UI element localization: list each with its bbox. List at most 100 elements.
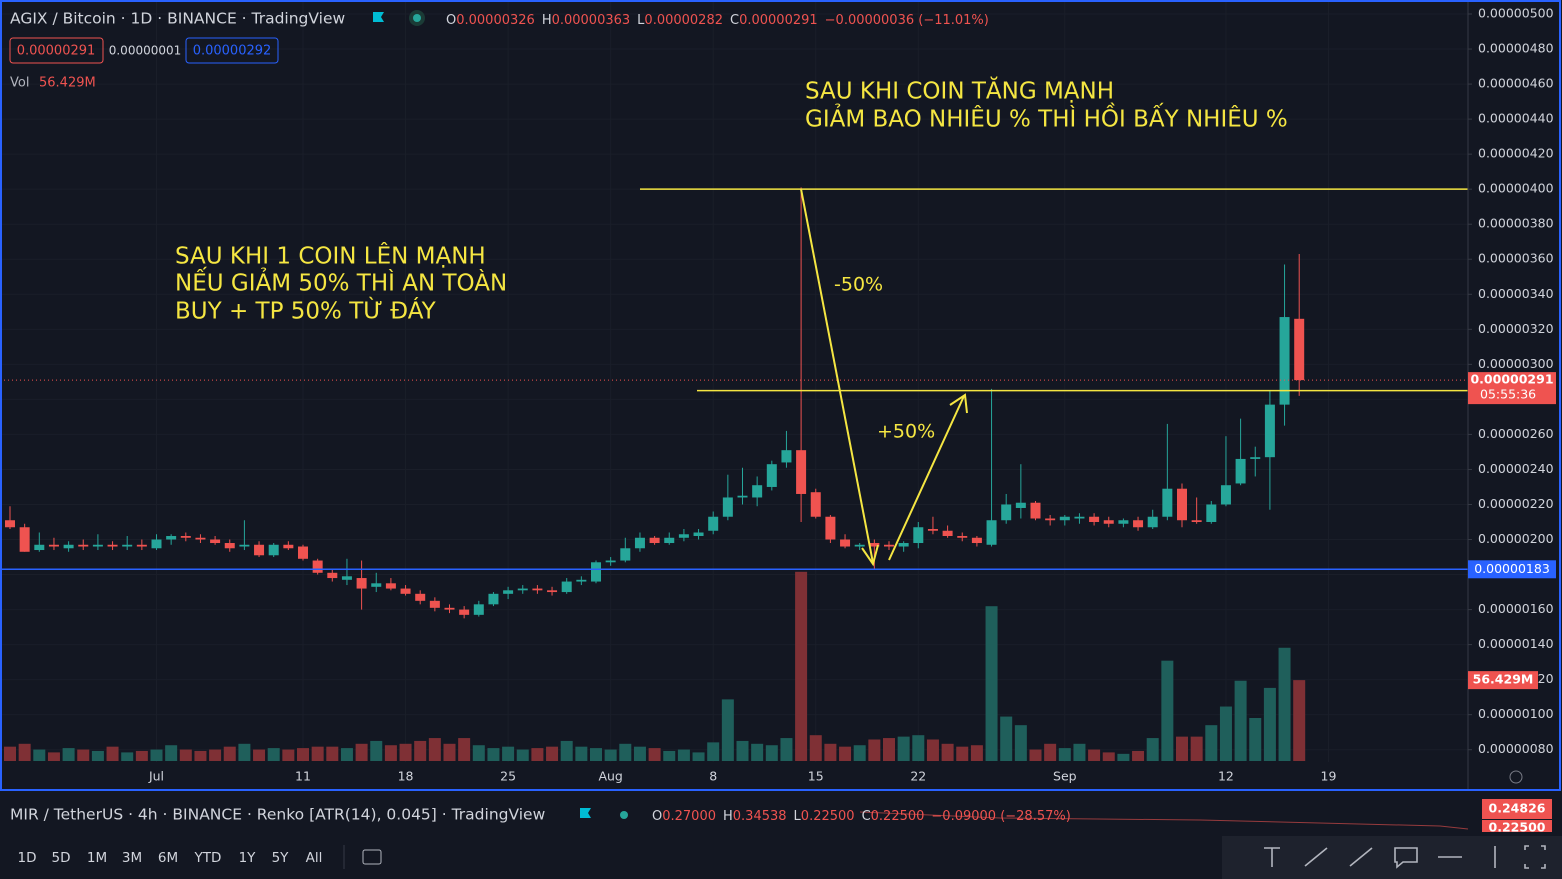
volume-bar bbox=[33, 749, 46, 761]
volume-bar bbox=[531, 748, 544, 761]
ohlc-change: −0.00000036 (−11.01%) bbox=[825, 13, 989, 28]
candle-body bbox=[766, 464, 777, 487]
candle-body bbox=[19, 527, 30, 552]
candle-body bbox=[1235, 458, 1246, 484]
volume-bar bbox=[824, 743, 837, 761]
candle-body bbox=[649, 537, 660, 544]
volume-bar bbox=[18, 743, 31, 761]
candle-body bbox=[781, 450, 792, 463]
candle-body bbox=[503, 590, 514, 594]
ohlc-key: H bbox=[723, 809, 733, 824]
text-tool[interactable] bbox=[1264, 847, 1280, 867]
range-button[interactable]: 1D bbox=[18, 850, 37, 866]
ohlc-key: L bbox=[637, 13, 645, 28]
volume-bar bbox=[1044, 743, 1057, 761]
range-button[interactable]: 5D bbox=[52, 850, 71, 866]
ohlc-key: C bbox=[862, 809, 871, 824]
volume-bar bbox=[1132, 750, 1145, 761]
buy-price[interactable]: 0.00000292 bbox=[193, 44, 272, 59]
volume-bar bbox=[809, 735, 822, 761]
volume-bar bbox=[780, 738, 793, 761]
range-button[interactable]: YTD bbox=[194, 850, 222, 866]
sell-box[interactable] bbox=[9, 37, 104, 64]
candle-body bbox=[869, 543, 880, 547]
volume-tag bbox=[1468, 671, 1538, 690]
buy-box[interactable] bbox=[185, 37, 279, 64]
ohlc-key: O bbox=[446, 13, 456, 28]
candle-body bbox=[1206, 504, 1217, 522]
settings-icon[interactable] bbox=[1509, 770, 1523, 784]
y-tick-label: 0.00000200 bbox=[1478, 531, 1554, 546]
arrow-up bbox=[888, 395, 965, 561]
x-tick-label: Sep bbox=[1053, 769, 1077, 784]
volume-bar bbox=[883, 738, 895, 761]
volume-tag-label: 56.429M bbox=[1473, 672, 1534, 687]
x-tick-label: 22 bbox=[910, 769, 926, 784]
volume-bar bbox=[633, 746, 646, 761]
range-button[interactable]: 1Y bbox=[239, 850, 257, 866]
y-tick-label: 0.00000400 bbox=[1478, 181, 1554, 196]
price-tag-label: 0.24826 bbox=[1489, 801, 1546, 816]
ohlc-key: C bbox=[730, 13, 739, 28]
candle-body bbox=[810, 492, 821, 517]
vol-label: Vol bbox=[10, 76, 29, 91]
candle-body bbox=[708, 516, 719, 531]
candle-body bbox=[48, 544, 59, 547]
volume-bar bbox=[751, 743, 764, 761]
ohlc-key: H bbox=[542, 13, 552, 28]
candle-body bbox=[1059, 516, 1070, 521]
candle-body bbox=[239, 544, 250, 547]
range-button[interactable]: 3M bbox=[122, 850, 142, 866]
x-tick-label: Aug bbox=[598, 769, 622, 784]
sell-price[interactable]: 0.00000291 bbox=[17, 44, 96, 59]
y-tick-label: 0.00000420 bbox=[1478, 146, 1554, 161]
volume-bar bbox=[1234, 680, 1247, 761]
volume-bar bbox=[428, 738, 441, 761]
range-button[interactable]: 6M bbox=[158, 850, 178, 866]
candle-body bbox=[107, 544, 118, 547]
candle-body bbox=[1030, 502, 1041, 519]
flag-icon bbox=[580, 808, 591, 818]
volume-bar bbox=[106, 746, 119, 761]
x-tick-label: 15 bbox=[808, 769, 824, 784]
candle-body bbox=[1220, 485, 1231, 505]
y-tick-label: 0.00000240 bbox=[1478, 461, 1554, 476]
candle-body bbox=[180, 536, 191, 538]
annotation: GIẢM BAO NHIÊU % THÌ HỒI BẤY NHIÊU % bbox=[805, 102, 1288, 133]
symbol-title: AGIX / Bitcoin · 1D · BINANCE · TradingV… bbox=[10, 10, 345, 28]
second-pane: MIR / TetherUS · 4h · BINANCE · Renko [A… bbox=[0, 793, 1562, 835]
volume-bar bbox=[956, 746, 969, 761]
candle-body bbox=[444, 607, 455, 610]
drawing-toolbar bbox=[1222, 836, 1562, 879]
ohlc-change: −0.09000 (−28.57%) bbox=[931, 809, 1070, 824]
volume-bar bbox=[1000, 716, 1013, 761]
candle-body bbox=[400, 588, 411, 594]
y-tick-label: 0.00000320 bbox=[1478, 321, 1554, 336]
fullscreen[interactable] bbox=[1524, 845, 1546, 869]
volume-bar bbox=[1249, 718, 1262, 761]
volume-bar bbox=[47, 752, 60, 761]
range-button[interactable]: 5Y bbox=[272, 850, 290, 866]
candle-body bbox=[298, 546, 308, 559]
candle-body bbox=[78, 544, 89, 547]
candle-body bbox=[1001, 504, 1012, 521]
line-tool[interactable] bbox=[1349, 847, 1373, 867]
volume-bar bbox=[1102, 752, 1115, 761]
volume-bar bbox=[1293, 680, 1306, 761]
candle-body bbox=[825, 516, 836, 540]
range-button[interactable]: 1M bbox=[87, 850, 107, 866]
volume-bar bbox=[575, 746, 588, 761]
volume-bar bbox=[546, 746, 559, 761]
range-button[interactable]: All bbox=[306, 850, 323, 866]
second-title: MIR / TetherUS · 4h · BINANCE · Renko [A… bbox=[10, 806, 546, 824]
x-tick-label: 8 bbox=[709, 769, 717, 784]
volume-bar bbox=[238, 743, 251, 761]
callout-tool[interactable] bbox=[1394, 847, 1418, 869]
time-axis: Jul 11 18 25 Aug 8 15 22 Sep 12 19 bbox=[148, 769, 1337, 784]
trend-tool[interactable] bbox=[1304, 847, 1328, 867]
candle-body bbox=[224, 543, 235, 549]
candle-body bbox=[473, 604, 484, 615]
price-pane bbox=[5, 187, 1305, 619]
date-range-icon[interactable] bbox=[362, 849, 382, 865]
